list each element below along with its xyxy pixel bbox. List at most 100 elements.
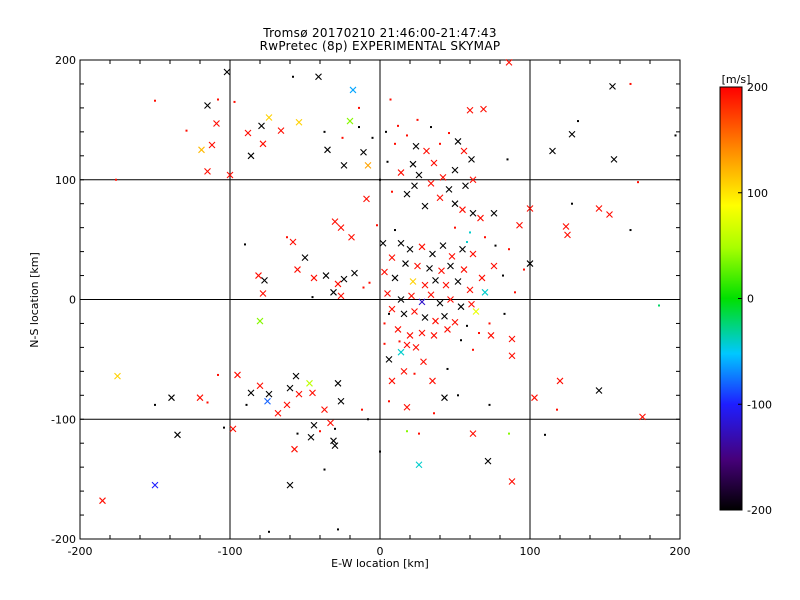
cross-stroke <box>330 437 337 445</box>
data-point-cross <box>330 288 337 296</box>
cross-stroke <box>460 147 468 155</box>
data-point-cross <box>430 332 438 339</box>
x-tick-label: -200 <box>68 545 93 558</box>
data-point-cross <box>265 390 273 398</box>
data-point-dot <box>292 75 294 78</box>
cross-stroke <box>531 394 538 402</box>
cross-stroke <box>364 161 372 169</box>
cross-stroke <box>418 329 426 337</box>
data-point-cross <box>402 260 409 267</box>
data-point-dot <box>413 372 416 375</box>
data-point-cross <box>451 166 459 174</box>
data-point-cross <box>306 379 313 387</box>
cross-stroke <box>423 147 430 155</box>
data-point-cross <box>394 326 402 333</box>
cross-stroke <box>247 152 255 160</box>
data-point-dot <box>394 142 396 145</box>
data-point-cross <box>226 171 234 179</box>
data-point-cross <box>411 182 418 190</box>
data-point-dot <box>233 100 236 103</box>
data-point-cross <box>556 377 564 385</box>
data-point-cross <box>391 274 399 282</box>
data-point-cross <box>469 430 477 438</box>
cross-stroke <box>388 305 396 313</box>
cross-stroke <box>402 260 409 267</box>
data-point-cross <box>277 127 285 135</box>
chart-subtitle: RwPretec (8p) EXPERIMENTAL SKYMAP <box>259 39 501 53</box>
data-point-cross <box>427 291 435 299</box>
data-point-cross <box>247 389 255 397</box>
data-point-dot <box>506 158 509 161</box>
data-point-dot <box>358 106 360 109</box>
data-point-dot <box>406 430 408 433</box>
data-point-cross <box>409 160 417 168</box>
data-point-cross <box>487 332 495 339</box>
plot-area: -200 -100 0 100 200 -200 -100 0 100 200 <box>51 54 690 558</box>
data-point-cross <box>606 211 613 218</box>
cross-stroke <box>508 352 516 360</box>
data-point-cross <box>468 156 475 163</box>
data-point-cross <box>526 260 534 267</box>
data-point-cross <box>468 300 475 308</box>
cross-stroke <box>451 318 459 326</box>
data-point-cross <box>330 437 337 445</box>
data-point-cross <box>274 409 282 417</box>
data-point-cross <box>469 250 477 258</box>
data-point-cross <box>568 130 576 138</box>
data-point-cross <box>334 280 342 288</box>
data-point-cross <box>508 352 516 360</box>
data-point-cross <box>432 317 439 325</box>
data-point-dot <box>386 160 389 163</box>
data-point-cross <box>430 159 438 167</box>
data-point-dot <box>494 244 497 247</box>
data-point-dot <box>544 433 546 436</box>
cross-stroke <box>208 141 216 149</box>
colorbar-tick-label: -100 <box>747 398 772 411</box>
cross-stroke <box>609 82 616 90</box>
cross-stroke <box>411 308 418 315</box>
data-point-cross <box>432 276 439 284</box>
cross-stroke <box>484 457 492 465</box>
cross-stroke <box>415 171 423 179</box>
data-point-cross <box>388 254 396 261</box>
cross-stroke <box>408 292 415 300</box>
data-point-dot <box>488 403 491 406</box>
cross-stroke <box>466 106 474 114</box>
cross-stroke <box>439 173 447 181</box>
data-point-dot <box>379 178 381 181</box>
data-point-dot <box>371 136 374 139</box>
cross-stroke <box>259 290 267 297</box>
data-point-cross <box>360 148 367 156</box>
data-point-cross <box>289 238 297 246</box>
cross-stroke <box>397 296 405 303</box>
data-point-cross <box>291 445 298 453</box>
cross-stroke <box>340 275 348 283</box>
cross-stroke <box>568 130 576 138</box>
data-point-dot <box>154 99 156 102</box>
cross-stroke <box>234 371 241 379</box>
data-point-cross <box>412 142 420 150</box>
data-point-cross <box>610 156 618 163</box>
data-point-dot <box>398 340 401 343</box>
data-point-cross <box>315 73 322 81</box>
data-point-cross <box>261 276 268 284</box>
cross-stroke <box>469 176 477 184</box>
data-point-cross <box>334 379 342 387</box>
data-point-cross <box>337 224 345 232</box>
cross-stroke <box>406 332 414 339</box>
data-point-cross <box>388 305 396 313</box>
cross-stroke <box>564 231 571 239</box>
cross-stroke <box>274 409 282 417</box>
cross-stroke <box>595 205 603 212</box>
colorbar-label: [m/s] <box>722 73 751 86</box>
data-point-cross <box>259 290 267 297</box>
cross-stroke <box>403 341 411 349</box>
data-point-cross <box>414 262 421 270</box>
cross-stroke <box>295 390 303 398</box>
cross-stroke <box>436 194 444 202</box>
data-point-dot <box>358 126 360 129</box>
data-point-dot <box>448 132 450 135</box>
data-point-cross <box>445 185 453 193</box>
cross-stroke <box>307 433 315 441</box>
data-point-cross <box>256 317 264 325</box>
